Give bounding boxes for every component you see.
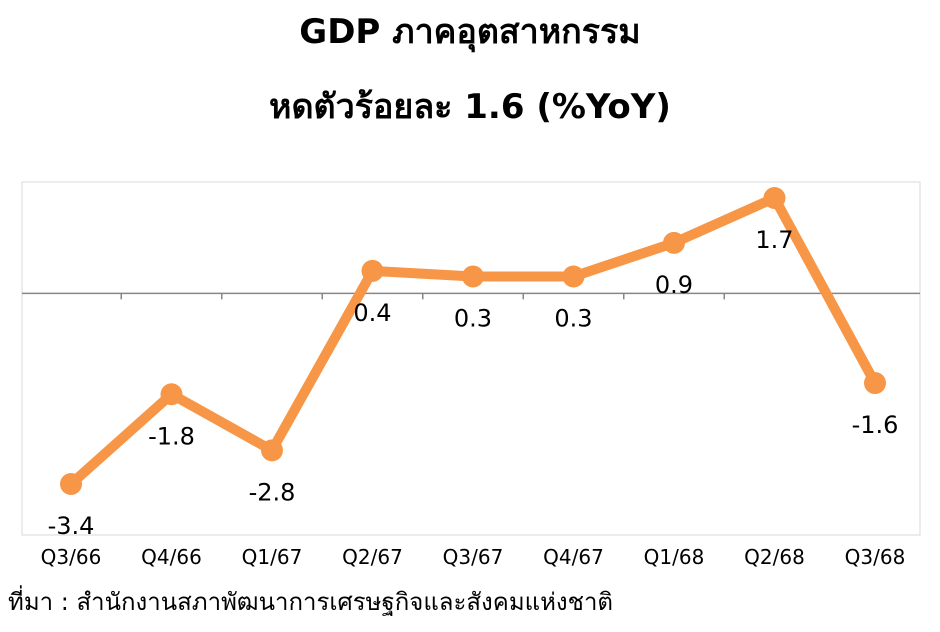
x-axis [22, 292, 920, 300]
x-tick-label: Q4/67 [543, 545, 604, 569]
data-point-q3-67 [462, 265, 484, 288]
source-note: ที่มา : สำนักงานสภาพัฒนาการเศรษฐกิจและสั… [8, 588, 614, 616]
data-point-q4-67 [562, 265, 585, 288]
data-label: -1.6 [852, 411, 899, 439]
data-point-q1-67 [261, 439, 283, 462]
data-label: -3.4 [48, 512, 95, 540]
x-tick-label: Q1/68 [644, 545, 705, 569]
data-label: 0.3 [554, 305, 592, 333]
data-label: -1.8 [148, 422, 195, 450]
x-tick-labels: Q3/66 Q4/66 Q1/67 Q2/67 Q3/67 Q4/67 Q1/68 Q2/68… [41, 545, 906, 569]
data-point-q3-68 [864, 372, 886, 395]
chart-title-line-2: หดตัวร้อยละ 1.6 (%YoY) [269, 87, 671, 127]
x-tick-label: Q3/66 [41, 545, 102, 569]
chart-title-line-1: GDP ภาคอุตสาหกรรม [299, 12, 641, 52]
data-label: 0.4 [353, 299, 391, 327]
x-tick-label: Q3/67 [443, 545, 504, 569]
data-points [60, 187, 886, 495]
x-tick-label: Q2/67 [342, 545, 403, 569]
data-point-q4-66 [160, 383, 183, 406]
x-tick-label: Q2/68 [744, 545, 805, 569]
x-tick-label: Q1/67 [242, 545, 303, 569]
gdp-line-chart: -3.4 -1.8 -2.8 0.4 0.3 0.3 0.9 1.7 -1.6 Q3/66 Q4/… [21, 181, 921, 569]
x-tick-label: Q3/68 [845, 545, 906, 569]
x-tick-label: Q4/66 [141, 545, 202, 569]
data-point-q1-68 [663, 231, 685, 254]
data-label: 1.7 [755, 226, 793, 254]
data-point-q2-67 [361, 259, 384, 282]
data-label: 0.3 [454, 305, 492, 333]
data-point-q2-68 [763, 187, 786, 209]
data-label: -2.8 [249, 478, 296, 506]
data-label: 0.9 [655, 271, 693, 299]
data-point-q3-66 [60, 473, 82, 495]
plot-area-border [21, 181, 921, 536]
data-labels: -3.4 -1.8 -2.8 0.4 0.3 0.3 0.9 1.7 -1.6 [48, 226, 899, 540]
